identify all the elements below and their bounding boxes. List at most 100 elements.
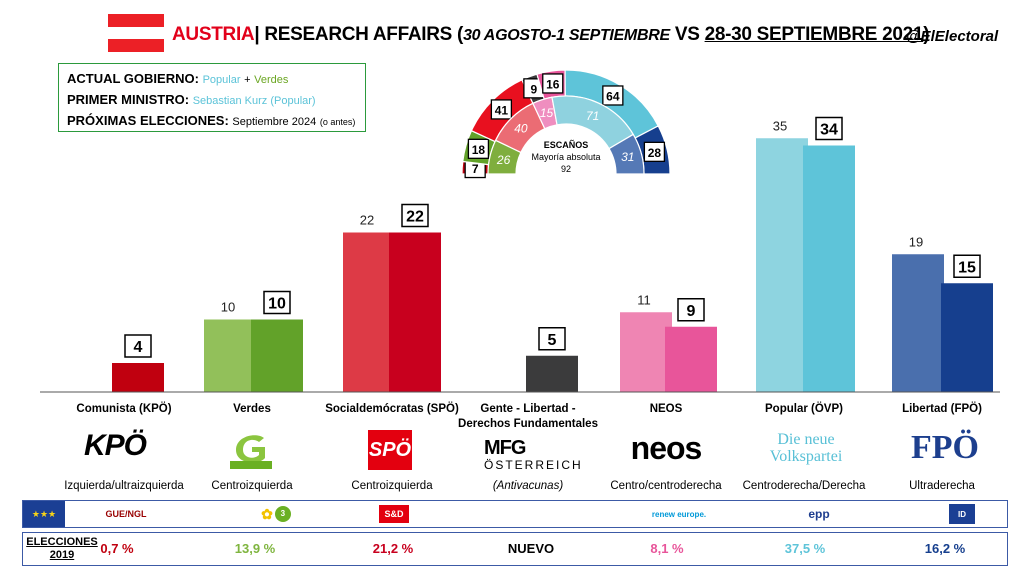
bar-current-spo xyxy=(389,232,441,392)
spo-logo: SPÖ xyxy=(368,430,412,470)
hemicycle-previous-segment-4 xyxy=(608,133,645,175)
next-elections-note: (o antes) xyxy=(319,117,356,127)
hemicycle-previous-label-4: 31 xyxy=(621,150,634,164)
next-elections-line: PRÓXIMAS ELECCIONES: Septiembre 2024 (o … xyxy=(67,111,357,132)
result-2019-kpo: 0,7 % xyxy=(100,541,134,556)
data-label-box-ovp xyxy=(815,116,843,141)
result-2019-ovp: 37,5 % xyxy=(784,541,826,556)
government-line: ACTUAL GOBIERNO: Popular + Verdes xyxy=(67,69,357,90)
epp-logo: epp xyxy=(808,507,830,521)
ideology-fpo: Ultraderecha xyxy=(909,480,975,492)
hemicycle-title: ESCAÑOS xyxy=(544,140,589,150)
bar-previous-neos xyxy=(620,312,672,392)
ideology-ovp: Centroderecha/Derecha xyxy=(742,480,866,492)
bar-current-neos xyxy=(665,326,717,392)
government-plus: + xyxy=(244,74,251,86)
data-label-box-verdes xyxy=(263,290,291,315)
bar-previous-verdes xyxy=(204,319,256,392)
eu-flag-icon: ★★★ xyxy=(23,501,65,527)
ideology-verdes: Centroizquierda xyxy=(211,480,293,492)
party-name-mfg: Gente - Libertad - Derechos Fundamentale… xyxy=(458,403,598,430)
prime-minister-line: PRIMER MINISTRO: Sebastian Kurz (Popular… xyxy=(67,90,357,111)
sd-logo: S&D xyxy=(379,505,409,523)
data-label-current-verdes: 10 xyxy=(268,296,286,313)
greens-logo-mark: 3 xyxy=(274,506,291,522)
kpo-logo: KPÖ xyxy=(83,429,147,462)
bar-current-mfg xyxy=(526,355,578,392)
data-label-current-ovp: 34 xyxy=(820,122,838,139)
data-label-previous-spo: 22 xyxy=(360,213,374,228)
prime-minister-label: PRIMER MINISTRO: xyxy=(67,92,190,107)
neos-logo-text: neos xyxy=(630,429,703,466)
ideology-mfg: (Antivacunas) xyxy=(492,480,564,492)
hemicycle-current-label-1: 18 xyxy=(472,143,486,157)
hemicycle-previous-label-1: 40 xyxy=(514,122,528,136)
data-label-box-kpo xyxy=(124,334,152,358)
neos-logo: neos xyxy=(620,428,712,468)
ideology-kpo: Izquierda/ultraizquierda xyxy=(64,480,184,492)
data-label-current-mfg: 5 xyxy=(548,332,557,349)
mfg-logo-big: MFG xyxy=(484,437,526,459)
bar-current-kpo xyxy=(112,363,164,392)
prime-minister-value: Sebastian Kurz (Popular) xyxy=(192,95,316,107)
party-name-neos: NEOS xyxy=(649,403,683,415)
next-elections-label: PRÓXIMAS ELECCIONES: xyxy=(67,113,229,128)
hemicycle-current-label-box-1 xyxy=(467,138,490,159)
hemicycle-current-label-box-4 xyxy=(542,73,564,94)
data-label-current-spo: 22 xyxy=(406,209,424,226)
data-label-current-neos: 9 xyxy=(687,303,696,320)
hemicycle-previous-label-3: 71 xyxy=(586,109,599,123)
title-date-range-2: 28-30 SEPTIEMBRE 2021 xyxy=(704,24,924,45)
page-title: AUSTRIA| RESEARCH AFFAIRS (30 AGOSTO-1 S… xyxy=(172,24,930,46)
data-label-current-kpo: 4 xyxy=(134,339,143,356)
elections-2019-row: ELECCIONES 2019 0,7 % 13,9 % 21,2 % NUEV… xyxy=(22,532,1008,566)
bar-current-verdes xyxy=(251,319,303,392)
party-name-ovp: Popular (ÖVP) xyxy=(765,403,843,415)
title-close-paren: ) xyxy=(923,24,930,45)
result-2019-fpo: 16,2 % xyxy=(924,541,966,556)
title-country: AUSTRIA xyxy=(172,24,255,45)
party-name-fpo: Libertad (FPÖ) xyxy=(902,403,982,415)
hemicycle-current-label-box-5 xyxy=(602,85,624,106)
bar-previous-fpo xyxy=(892,254,944,392)
title-pollster: RESEARCH AFFAIRS xyxy=(264,24,453,45)
data-label-box-neos xyxy=(677,298,705,322)
data-label-box-fpo xyxy=(953,254,981,278)
next-elections-value: Septiembre 2024 xyxy=(232,116,317,128)
greens-sunflower-icon: ✿ xyxy=(261,505,273,522)
party-name-verdes: Verdes xyxy=(233,403,271,415)
data-label-current-fpo: 15 xyxy=(958,259,976,276)
ovp-logo: Die neue Volkspartei xyxy=(756,430,856,466)
result-2019-spo: 21,2 % xyxy=(372,541,414,556)
hemicycle-current-label-box-6 xyxy=(643,141,666,162)
poll-chart: 4 10 10 22 22 5 11 9 35 34 19 15 7 18 41 9 16 64 28 26 40 15 7… xyxy=(40,69,1000,393)
ovp-logo-line1: Die neue xyxy=(777,431,835,448)
hemicycle-subtitle: Mayoría absoluta xyxy=(531,152,600,162)
hemicycle-current-label-box-2 xyxy=(490,99,513,120)
bar-previous-ovp xyxy=(756,138,808,392)
title-vs: VS xyxy=(674,24,700,45)
renew-europe-logo: renew europe. xyxy=(651,509,707,519)
mfg-logo-sub: ÖSTERREICH xyxy=(484,458,583,472)
result-2019-mfg: NUEVO xyxy=(507,541,555,556)
title-open-paren: ( xyxy=(457,24,464,45)
data-label-box-spo xyxy=(401,203,429,228)
data-label-previous-ovp: 35 xyxy=(773,118,787,133)
title-separator: | xyxy=(254,24,260,45)
hemicycle-current-label-0: 7 xyxy=(472,162,479,176)
ideology-neos: Centro/centroderecha xyxy=(610,480,722,492)
greens-efa-logo: ✿ 3 xyxy=(251,501,301,527)
gue-ngl-logo: GUE/NGL xyxy=(105,509,147,519)
hemicycle-majority: 92 xyxy=(561,164,571,174)
elections-2019-label: ELECCIONES 2019 xyxy=(26,536,98,561)
data-label-previous-neos: 11 xyxy=(637,292,651,307)
verdes-logo xyxy=(226,428,276,470)
id-group-logo: ID xyxy=(949,504,975,524)
twitter-handle: @ElElectoral xyxy=(906,28,999,45)
hemicycle-current-label-3: 9 xyxy=(531,82,538,96)
hemicycle-current-label-6: 28 xyxy=(648,146,662,160)
party-name-spo: Socialdemócratas (SPÖ) xyxy=(325,403,459,415)
government-info-box: ACTUAL GOBIERNO: Popular + Verdes PRIMER… xyxy=(58,63,366,132)
title-date-range-1: 30 AGOSTO-1 SEPTIEMBRE xyxy=(463,27,670,44)
bar-current-fpo xyxy=(941,283,993,392)
